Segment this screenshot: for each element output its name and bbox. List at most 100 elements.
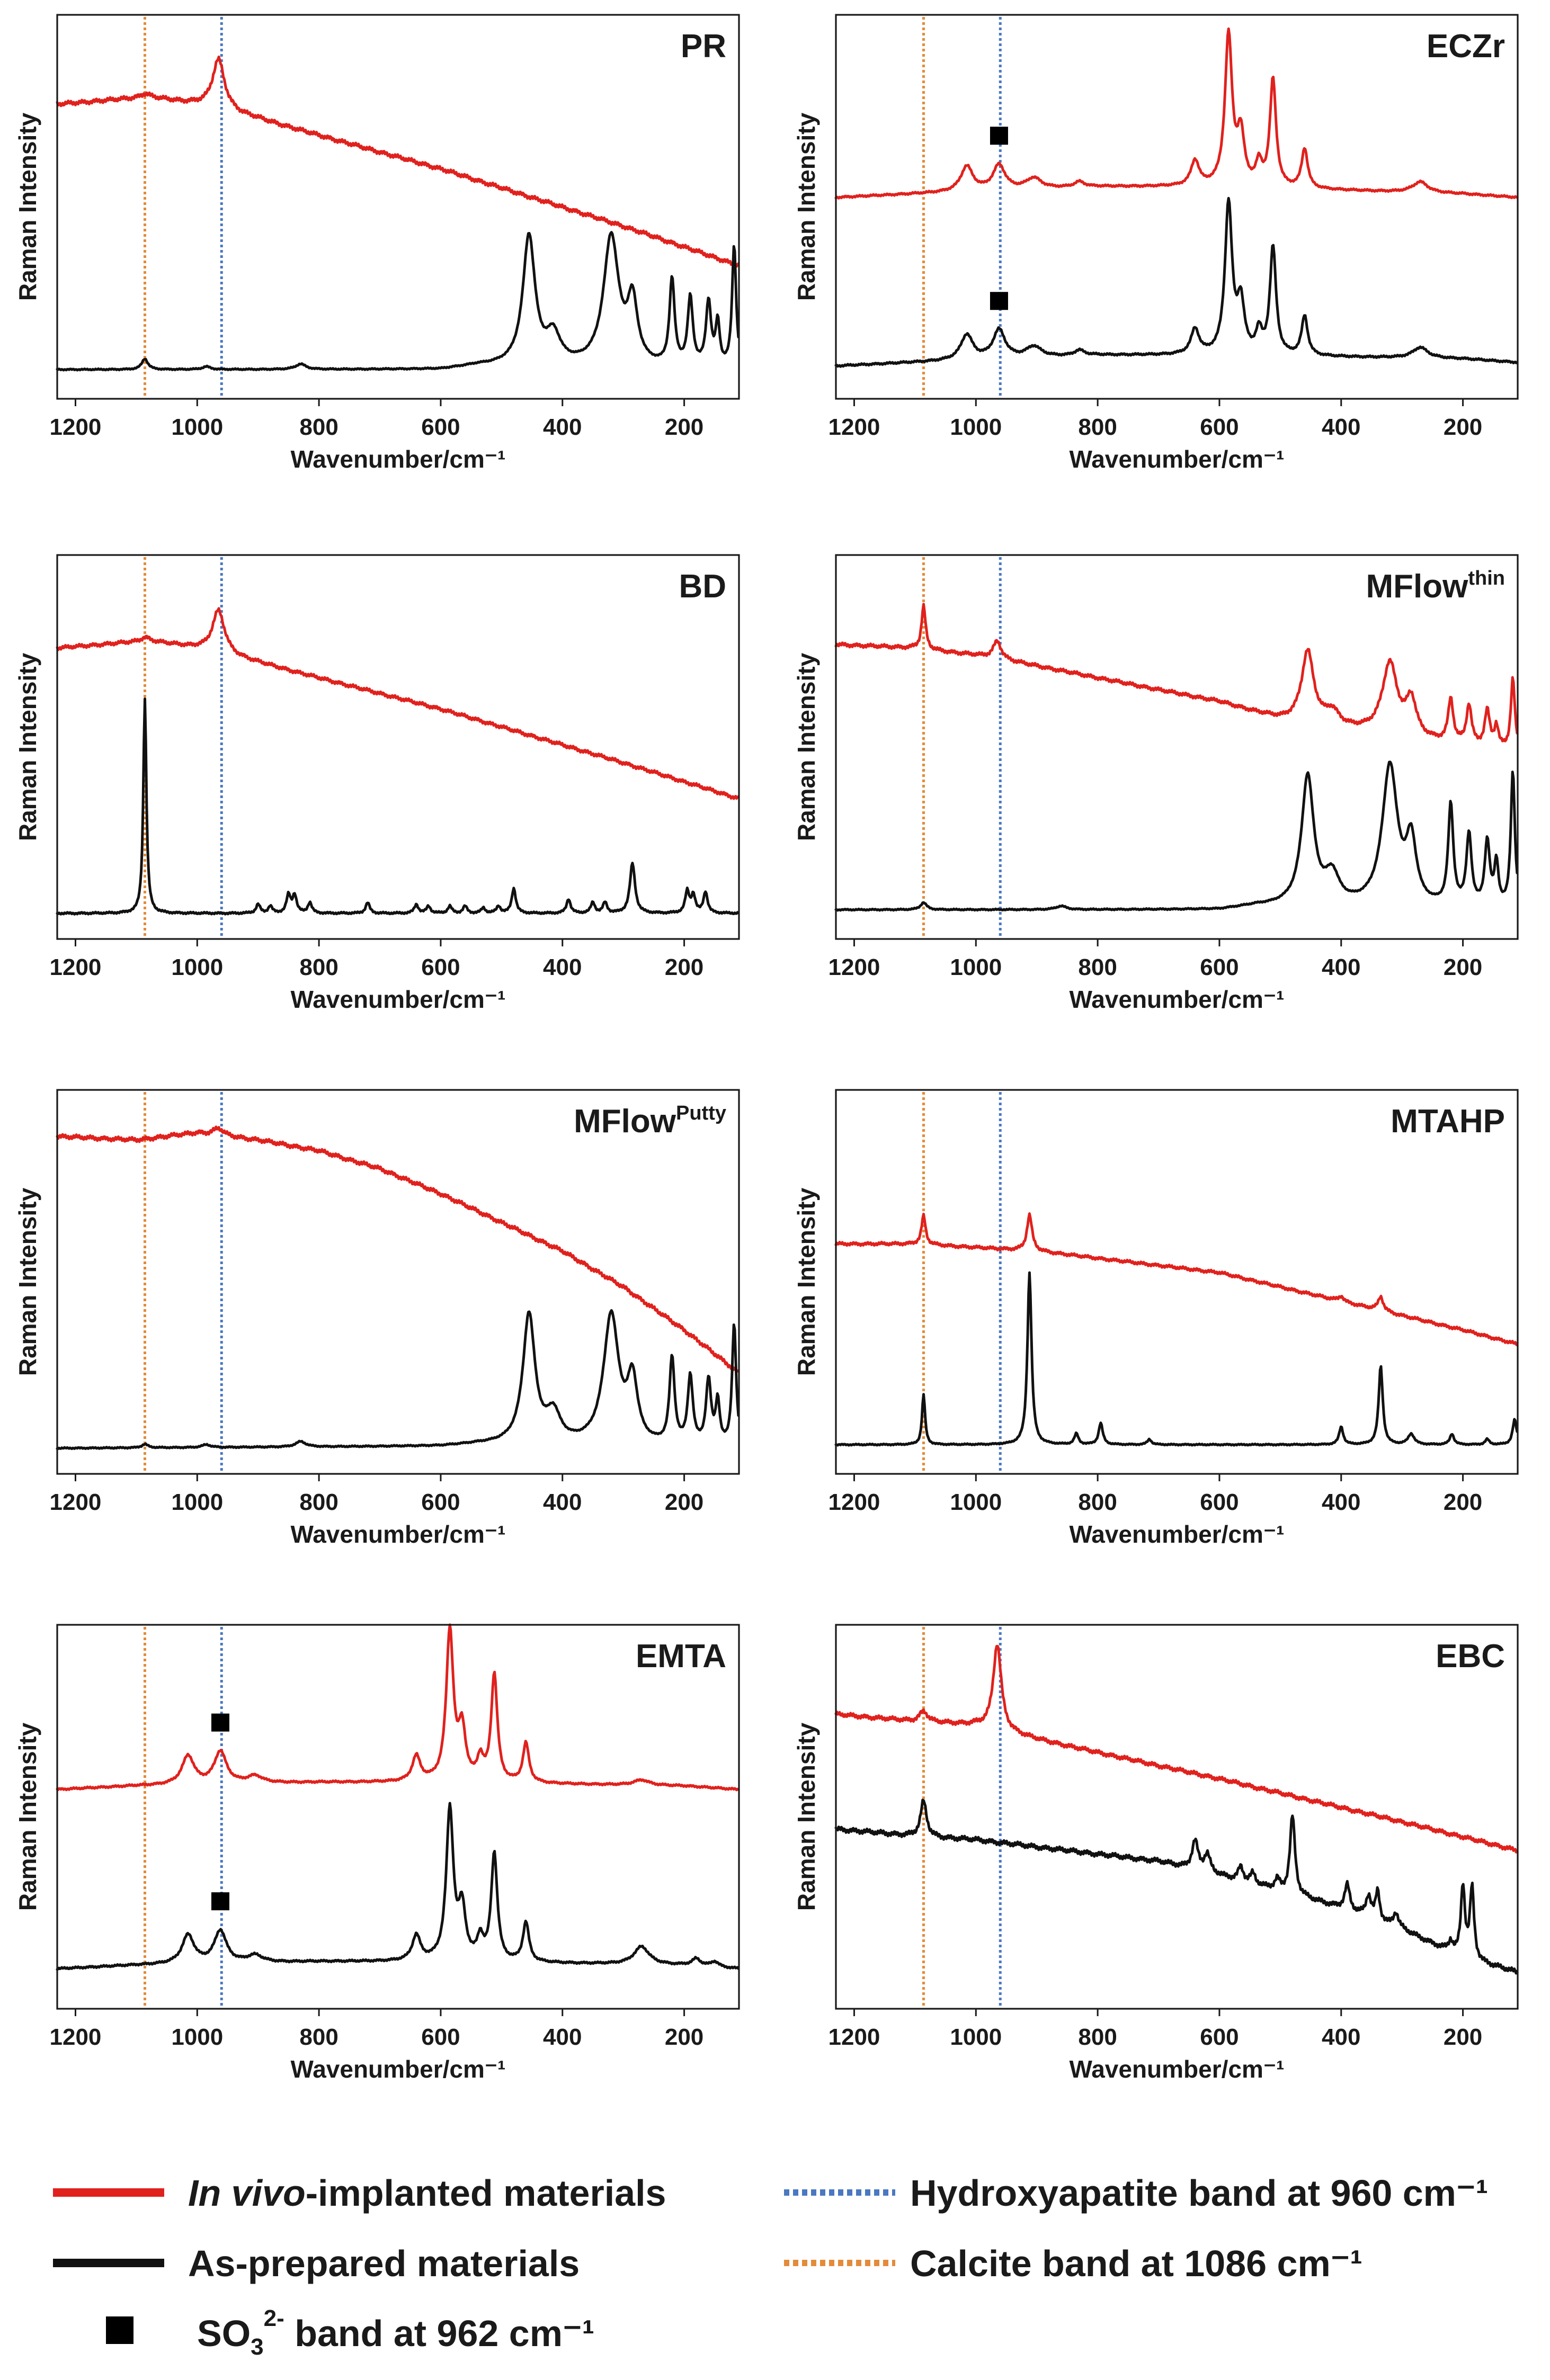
x-tick-label: 600 bbox=[1200, 1489, 1239, 1515]
x-tick-label: 1000 bbox=[171, 1489, 223, 1515]
as-prepared-spectrum bbox=[834, 196, 1519, 368]
panel-MFlow_putty: 1200 1000 800 600 400 200 Wavenumber/cm⁻¹ Raman… bbox=[14, 1089, 740, 1548]
x-tick-label: 1000 bbox=[171, 2024, 223, 2050]
panel-title: EMTA bbox=[636, 1638, 726, 1675]
x-axis-title: Wavenumber/cm⁻¹ bbox=[1069, 1520, 1284, 1548]
y-axis-title: Raman Intensity bbox=[14, 1187, 41, 1376]
x-tick-label: 800 bbox=[299, 954, 338, 980]
panel-EBC: 1200 1000 800 600 400 200 Wavenumber/cm⁻¹ Raman… bbox=[792, 1624, 1519, 2083]
in-vivo-spectrum bbox=[834, 1644, 1519, 1854]
x-tick-label: 1200 bbox=[829, 414, 880, 440]
x-tick-label: 200 bbox=[665, 414, 703, 440]
x-tick-label: 1200 bbox=[829, 1489, 880, 1515]
x-tick-label: 600 bbox=[1200, 414, 1239, 440]
panels: 1200 1000 800 600 400 200 Wavenumber/cm⁻¹ Raman… bbox=[14, 14, 1519, 2083]
x-tick-label: 1000 bbox=[171, 414, 223, 440]
x-tick-label: 400 bbox=[1322, 2024, 1360, 2050]
x-tick-label: 200 bbox=[1444, 414, 1482, 440]
x-tick-label: 1000 bbox=[950, 954, 1002, 980]
in-vivo-spectrum bbox=[834, 27, 1519, 200]
x-tick-label: 400 bbox=[543, 2024, 582, 2050]
x-tick-label: 800 bbox=[299, 2024, 338, 2050]
as-prepared-spectrum bbox=[56, 1309, 740, 1451]
x-tick-label: 1200 bbox=[50, 954, 102, 980]
x-tick-label: 600 bbox=[1200, 2024, 1239, 2050]
x-axis-title: Wavenumber/cm⁻¹ bbox=[290, 445, 505, 473]
panel-title: BD bbox=[679, 568, 726, 605]
x-tick-label: 600 bbox=[421, 2024, 460, 2050]
panel-MFlow_thin: 1200 1000 800 600 400 200 Wavenumber/cm⁻¹ Raman… bbox=[792, 554, 1519, 1013]
in-vivo-spectrum bbox=[834, 603, 1519, 742]
in-vivo-spectrum bbox=[56, 55, 740, 268]
x-tick-label: 200 bbox=[665, 1489, 703, 1515]
plot-frame bbox=[56, 554, 740, 940]
as-prepared-spectrum bbox=[56, 231, 740, 372]
legend-sulfite-label: SO32- band at 962 cm⁻¹ bbox=[197, 2305, 594, 2360]
x-tick-label: 400 bbox=[543, 1489, 582, 1515]
plot-frame bbox=[835, 1089, 1519, 1475]
x-tick-label: 1200 bbox=[50, 2024, 102, 2050]
panel-title: MFlowthin bbox=[1366, 567, 1505, 605]
legend-as-prepared-label: As-prepared materials bbox=[188, 2243, 580, 2284]
x-axis-title: Wavenumber/cm⁻¹ bbox=[1069, 2055, 1284, 2083]
plot-frame bbox=[835, 554, 1519, 940]
x-axis-title: Wavenumber/cm⁻¹ bbox=[290, 1520, 505, 1548]
as-prepared-spectrum bbox=[56, 697, 740, 916]
y-axis-title: Raman Intensity bbox=[14, 652, 41, 841]
panel-PR: 1200 1000 800 600 400 200 Wavenumber/cm⁻¹ Raman… bbox=[14, 14, 740, 473]
panel-EMTA: 1200 1000 800 600 400 200 Wavenumber/cm⁻¹ Raman… bbox=[14, 1623, 740, 2083]
x-tick-label: 400 bbox=[543, 414, 582, 440]
legend: In vivo-implanted materials As-prepared … bbox=[53, 2172, 1488, 2360]
x-tick-label: 600 bbox=[421, 954, 460, 980]
in-vivo-spectrum bbox=[56, 1125, 740, 1373]
panel-ECZr: 1200 1000 800 600 400 200 Wavenumber/cm⁻¹ Raman… bbox=[792, 14, 1519, 473]
panel-MTAHP: 1200 1000 800 600 400 200 Wavenumber/cm⁻¹ Raman… bbox=[792, 1089, 1519, 1548]
x-tick-label: 800 bbox=[1078, 2024, 1117, 2050]
x-tick-label: 1200 bbox=[50, 1489, 102, 1515]
as-prepared-spectrum bbox=[834, 760, 1519, 912]
x-axis-title: Wavenumber/cm⁻¹ bbox=[290, 986, 505, 1013]
y-axis-title: Raman Intensity bbox=[792, 1187, 820, 1376]
panel-title: MTAHP bbox=[1391, 1103, 1505, 1140]
x-tick-label: 400 bbox=[1322, 414, 1360, 440]
y-axis-title: Raman Intensity bbox=[792, 652, 820, 841]
sulfite-marker bbox=[211, 1713, 229, 1732]
x-tick-label: 200 bbox=[1444, 954, 1482, 980]
x-tick-label: 600 bbox=[1200, 954, 1239, 980]
x-tick-label: 800 bbox=[1078, 954, 1117, 980]
sulfite-marker bbox=[990, 127, 1008, 145]
x-tick-label: 200 bbox=[1444, 1489, 1482, 1515]
x-tick-label: 200 bbox=[665, 2024, 703, 2050]
x-tick-label: 400 bbox=[543, 954, 582, 980]
x-axis-title: Wavenumber/cm⁻¹ bbox=[1069, 986, 1284, 1013]
in-vivo-spectrum bbox=[56, 607, 740, 800]
x-axis-title: Wavenumber/cm⁻¹ bbox=[290, 2055, 505, 2083]
x-axis-title: Wavenumber/cm⁻¹ bbox=[1069, 445, 1284, 473]
x-tick-label: 600 bbox=[421, 1489, 460, 1515]
x-tick-label: 1200 bbox=[829, 2024, 880, 2050]
x-tick-label: 1200 bbox=[50, 414, 102, 440]
sulfite-marker bbox=[990, 292, 1008, 310]
x-tick-label: 800 bbox=[1078, 1489, 1117, 1515]
as-prepared-spectrum bbox=[56, 1802, 740, 1971]
x-tick-label: 400 bbox=[1322, 1489, 1360, 1515]
sulfite-marker bbox=[211, 1892, 229, 1911]
x-tick-label: 200 bbox=[1444, 2024, 1482, 2050]
in-vivo-spectrum bbox=[56, 1623, 740, 1792]
as-prepared-spectrum bbox=[834, 1799, 1519, 1975]
x-tick-label: 1000 bbox=[950, 414, 1002, 440]
plot-frame bbox=[835, 14, 1519, 400]
x-tick-label: 800 bbox=[299, 414, 338, 440]
y-axis-title: Raman Intensity bbox=[14, 1722, 41, 1911]
as-prepared-spectrum bbox=[834, 1271, 1519, 1447]
legend-calcite-label: Calcite band at 1086 cm⁻¹ bbox=[910, 2243, 1362, 2284]
x-tick-label: 800 bbox=[299, 1489, 338, 1515]
x-tick-label: 1200 bbox=[829, 954, 880, 980]
plot-frame bbox=[56, 1624, 740, 2010]
x-tick-label: 200 bbox=[665, 954, 703, 980]
legend-hydroxyapatite-label: Hydroxyapatite band at 960 cm⁻¹ bbox=[910, 2172, 1488, 2214]
panel-title: EBC bbox=[1436, 1638, 1505, 1675]
panel-title: MFlowPutty bbox=[574, 1102, 726, 1140]
plot-frame bbox=[835, 1624, 1519, 2010]
